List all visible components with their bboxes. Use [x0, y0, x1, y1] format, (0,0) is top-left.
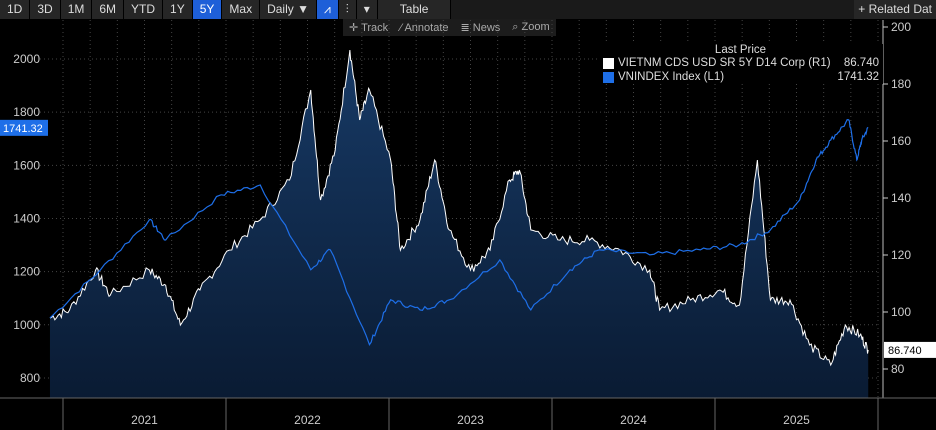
left-axis-tick-label: 1600	[13, 158, 40, 172]
frequency-dropdown[interactable]: Daily ▼	[260, 0, 317, 19]
legend-item-cds: VIETNM CDS USD SR 5Y D14 Corp (R1) 86.740	[598, 56, 883, 70]
cds-last-tag	[884, 341, 936, 358]
range-button-6m[interactable]: 6M	[92, 0, 125, 19]
right-axis-tick-label: 200	[891, 20, 911, 34]
right-axis-tick-label: 100	[891, 305, 911, 319]
range-button-3d[interactable]: 3D	[30, 0, 61, 19]
legend-label: VIETNM CDS USD SR 5Y D14 Corp (R1)	[618, 57, 831, 69]
chart-tools-bar: ✛ Track ⁄ Annotate ≣ News ⌕ Zoom	[343, 19, 556, 36]
right-axis-tick-label: 120	[891, 248, 911, 262]
x-axis-tick-label: 2023	[457, 413, 484, 427]
bar-chart-icon[interactable]: ⫶	[338, 0, 357, 19]
table-button[interactable]: Table	[377, 0, 452, 19]
legend-item-vnindex: VNINDEX Index (L1) 1741.32	[598, 70, 883, 84]
cds-line	[49, 50, 869, 367]
legend-label: VNINDEX Index (L1)	[618, 71, 725, 83]
chart-type-dropdown-icon[interactable]: ▾	[356, 0, 378, 19]
toolbar: 1D 3D 1M 6M YTD 1Y 5Y Max Daily ▼ ⩘ ⫶ ▾ Table + Relat…	[0, 0, 936, 19]
cds-area	[49, 50, 869, 399]
left-axis-tick-label: 1000	[13, 318, 40, 332]
legend-value: 1741.32	[837, 71, 879, 83]
legend: Last Price VIETNM CDS USD SR 5Y D14 Corp…	[598, 44, 883, 84]
line-chart-icon[interactable]: ⩘	[316, 0, 339, 19]
left-axis-tick-label: 1800	[13, 105, 40, 119]
legend-value: 86.740	[843, 57, 879, 69]
right-axis-tick-label: 160	[891, 134, 911, 148]
x-axis-tick-label: 2024	[620, 413, 647, 427]
track-button[interactable]: ✛ Track	[349, 22, 389, 34]
x-axis-tick-label: 2025	[783, 413, 810, 427]
left-axis-tick-label: 1400	[13, 211, 40, 225]
vnindex-line	[49, 119, 869, 347]
zoom-button[interactable]: ⌕ Zoom	[512, 21, 550, 33]
right-axis-tick-label: 140	[891, 191, 911, 205]
left-axis-tick-label: 1200	[13, 265, 40, 279]
range-button-5y[interactable]: 5Y	[192, 0, 223, 19]
x-axis-tick-label: 2021	[131, 413, 158, 427]
range-button-1m[interactable]: 1M	[60, 0, 93, 19]
vnindex-last-tag	[0, 119, 48, 136]
related-data-button[interactable]: + Related Dat	[854, 0, 936, 19]
range-button-1d[interactable]: 1D	[0, 0, 31, 19]
legend-title: Last Price	[714, 44, 767, 56]
left-axis-tick-label: 2000	[13, 52, 40, 66]
left-axis-tick-label: 800	[20, 371, 40, 385]
range-button-ytd[interactable]: YTD	[124, 0, 164, 19]
right-axis-tick-label: 80	[891, 362, 905, 376]
legend-swatch	[603, 71, 614, 83]
annotate-button[interactable]: ⁄ Annotate	[400, 21, 449, 34]
range-button-max[interactable]: Max	[222, 0, 261, 19]
right-axis-tick-label: 180	[891, 77, 911, 91]
x-axis-tick-label: 2022	[294, 413, 321, 427]
cds-last-label: 86.740	[888, 345, 922, 357]
legend-swatch	[603, 57, 614, 69]
vnindex-last-label: 1741.32	[3, 123, 43, 135]
range-button-1y[interactable]: 1Y	[163, 0, 193, 19]
